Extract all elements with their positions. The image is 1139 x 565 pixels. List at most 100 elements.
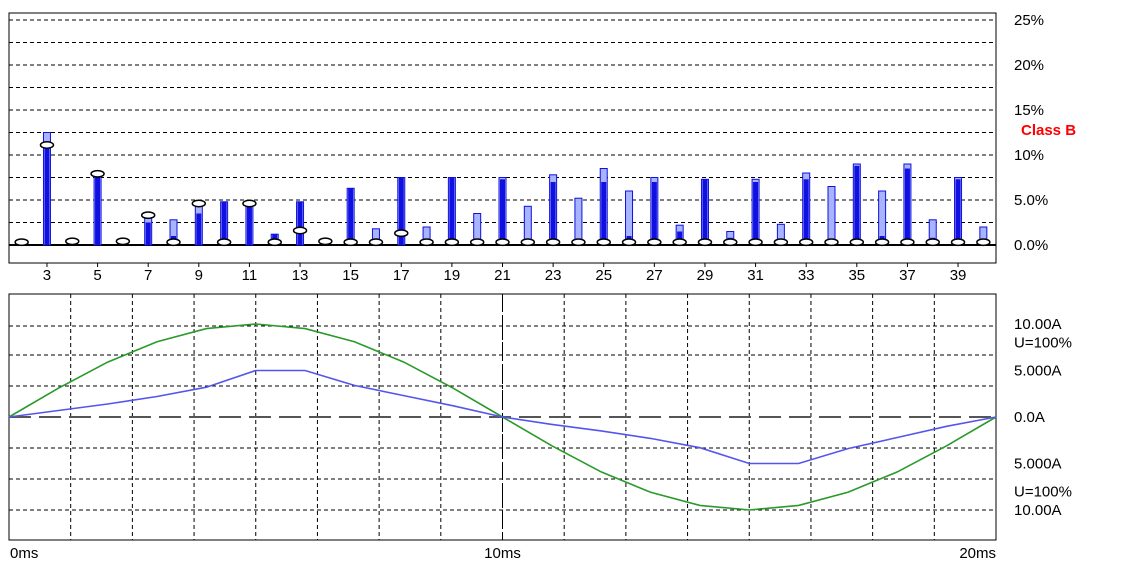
harmonic-marker: [39, 141, 55, 149]
harmonic-marker: [545, 238, 561, 247]
harmonic-tick-label: 7: [144, 267, 152, 284]
harmonic-value-bar: [449, 177, 455, 245]
harmonic-tick-label: 29: [697, 267, 714, 284]
harmonic-value-bar: [651, 182, 657, 245]
harmonic-tick-label: 17: [393, 267, 410, 284]
harmonic-limit-bar: [574, 197, 583, 246]
harmonic-value-bar: [601, 182, 607, 245]
waveform-y-label: 10.00A: [1014, 316, 1062, 333]
harmonic-tick-label: 33: [798, 267, 815, 284]
harmonic-marker: [318, 237, 333, 246]
harmonic-tick-label: 21: [494, 267, 511, 284]
harmonic-value-bar: [753, 182, 759, 245]
harmonic-marker: [672, 238, 687, 247]
harmonic-tick-label: 13: [292, 267, 309, 284]
waveform-x-label: 10ms: [484, 545, 521, 562]
harmonic-tick-label: 31: [747, 267, 764, 284]
harmonic-marker: [976, 238, 991, 247]
harmonic-value-bar: [221, 201, 227, 245]
harmonic-marker: [166, 238, 181, 247]
harmonic-tick-label: 9: [195, 267, 203, 284]
harmonic-tick-label: 35: [848, 267, 865, 284]
harmonic-value-bar: [803, 179, 809, 245]
harmonic-marker: [14, 238, 29, 247]
harmonic-tick-label: 15: [342, 267, 359, 284]
harmonic-value-bar: [398, 177, 404, 245]
harmonic-marker: [292, 226, 308, 235]
harmonic-marker: [90, 169, 105, 178]
harmonic-value-bar: [550, 182, 556, 245]
harmonic-marker: [216, 238, 232, 247]
harmonic-tick-label: 19: [444, 267, 461, 284]
harmonic-marker: [824, 238, 839, 247]
harmonic-marker: [647, 238, 662, 247]
harmonic-marker: [950, 238, 966, 247]
harmonic-value-bar: [854, 165, 860, 245]
waveform-y-label: U=100%: [1014, 483, 1072, 500]
harmonic-value-bar: [702, 179, 708, 245]
harmonic-marker: [140, 211, 156, 220]
harmonic-tick-label: 5: [93, 267, 101, 284]
harmonic-value-bar: [44, 146, 50, 245]
harmonic-value-bar: [904, 168, 910, 245]
harmonic-marker: [798, 238, 814, 247]
harmonic-marker: [925, 238, 940, 247]
harmonic-marker: [849, 238, 865, 247]
harmonic-value-bar: [145, 222, 151, 245]
waveform-y-label: 0.0A: [1014, 409, 1045, 426]
waveform-y-label: 5.000A: [1014, 456, 1062, 473]
harmonic-marker: [697, 238, 713, 247]
harmonic-tick-label: 39: [950, 267, 967, 284]
waveform-y-label: U=100%: [1014, 335, 1072, 352]
waveform-line-chart: 10.00A U=100% 5.000A 0.0A 5.000A U=100% 10.00A…: [8, 293, 1072, 562]
harmonic-marker: [571, 238, 586, 247]
harmonic-marker: [419, 238, 434, 247]
harmonics-bar-chart: 3 5 7 9 11 13 15 17 19 21 23 25 27 29 31 33 35 37 3925%20%…: [8, 12, 1076, 284]
harmonic-value-bar: [348, 188, 354, 245]
harmonics-y-tick-label: 20%: [1014, 57, 1044, 74]
harmonics-y-tick-label: 0.0%: [1014, 237, 1048, 254]
harmonic-tick-label: 25: [595, 267, 612, 284]
harmonics-y-tick-label: 25%: [1014, 12, 1044, 29]
harmonic-marker: [723, 238, 738, 247]
harmonic-value-bar: [955, 179, 961, 245]
waveform-x-label: 20ms: [959, 545, 996, 562]
waveform-series-line: [8, 369, 997, 465]
harmonic-marker: [469, 238, 485, 247]
harmonic-marker: [343, 238, 358, 247]
harmonic-marker: [495, 238, 510, 247]
harmonic-marker: [444, 238, 460, 247]
harmonic-marker: [520, 238, 536, 247]
harmonic-tick-label: 23: [545, 267, 562, 284]
waveform-x-label: 0ms: [10, 545, 38, 562]
harmonic-marker: [394, 229, 409, 238]
harmonic-limit-bar: [827, 186, 836, 246]
harmonic-value-bar: [297, 201, 303, 245]
harmonics-y-tick-label: 5.0%: [1014, 192, 1048, 209]
harmonic-marker: [368, 238, 384, 247]
harmonics-y-tick-label: 15%: [1014, 102, 1044, 119]
harmonic-value-bar: [246, 201, 252, 245]
harmonic-marker: [115, 237, 131, 246]
harmonic-value-bar: [196, 213, 202, 245]
harmonic-marker: [621, 238, 637, 247]
class-label: Class B: [1021, 122, 1076, 139]
harmonic-marker: [874, 238, 890, 247]
waveform-y-label: 10.00A: [1014, 502, 1062, 519]
harmonic-marker: [773, 238, 789, 247]
harmonic-marker: [900, 238, 915, 247]
harmonic-value-bar: [500, 179, 505, 245]
harmonic-tick-label: 11: [242, 267, 258, 284]
harmonic-tick-label: 37: [899, 267, 916, 284]
harmonic-marker: [65, 237, 80, 246]
harmonic-marker: [242, 199, 257, 208]
harmonic-marker: [748, 238, 763, 247]
harmonic-marker: [267, 238, 282, 247]
harmonic-value-bar: [95, 174, 101, 245]
harmonic-tick-label: 3: [43, 267, 51, 284]
harmonic-tick-label: 27: [646, 267, 663, 284]
harmonic-marker: [191, 199, 207, 208]
harmonic-marker: [596, 238, 611, 247]
waveform-y-label: 5.000A: [1014, 363, 1062, 380]
